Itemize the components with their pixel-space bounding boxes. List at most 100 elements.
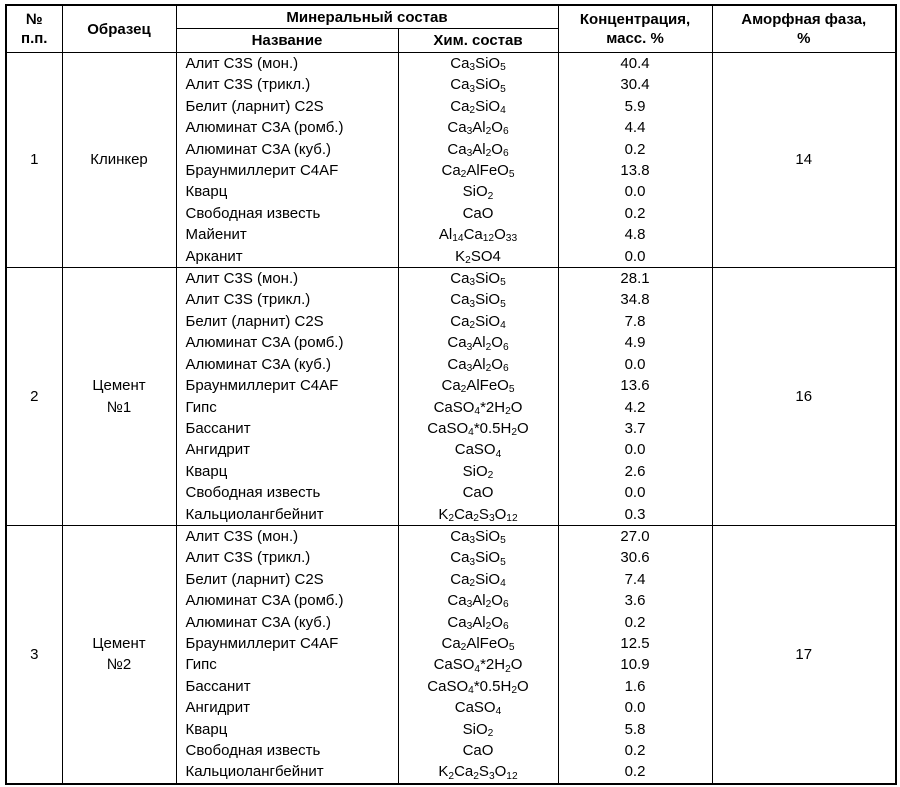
chem-formula-cell: CaSO4	[397, 439, 559, 461]
mineral-name-cell: Алит C3S (мон.)	[175, 52, 399, 75]
concentration-cell: 30.4	[557, 74, 713, 96]
concentration-cell: 10.9	[557, 654, 713, 676]
header-name-subcolumn: Название	[175, 28, 399, 53]
concentration-cell: 4.2	[557, 396, 713, 418]
chem-formula-cell: Ca2AlFeO5	[397, 160, 559, 182]
row-number-cell: 2	[5, 267, 63, 526]
mineral-name-cell: Алюминат C3A (ромб.)	[175, 590, 399, 612]
mineral-name-cell: Кварц	[175, 718, 399, 740]
chem-formula-cell: SiO2	[397, 718, 559, 740]
table-row: Ангидрит CaSO4 0.0	[6, 697, 896, 719]
chem-formula-cell: Ca2AlFeO5	[397, 375, 559, 397]
table-row: Кварц SiO2 5.8	[6, 718, 896, 740]
table-row: Браунмиллерит C4AF Ca2AlFeO5 12.5	[6, 632, 896, 655]
sample-cell: Клинкер	[61, 51, 177, 268]
concentration-cell: 12.5	[557, 632, 713, 655]
mineral-name-cell: Ангидрит	[175, 439, 399, 461]
chem-formula-cell: Ca3Al2O6	[397, 138, 559, 161]
table-row: Белит (ларнит) C2S Ca2SiO4 7.4	[6, 568, 896, 591]
table-row: Гипс CaSO4*2H2O 4.2	[6, 396, 896, 418]
chem-formula-cell: K2Ca2S3O12	[397, 503, 559, 526]
mineral-name-cell: Свободная известь	[175, 202, 399, 225]
chem-formula-cell: Ca3Al2O6	[397, 117, 559, 139]
table-row: Алит C3S (трикл.) Ca3SiO5 34.8	[6, 289, 896, 311]
chem-formula-cell: Ca2AlFeO5	[397, 632, 559, 655]
chem-formula-cell: Ca3SiO5	[397, 52, 559, 75]
concentration-cell: 0.0	[557, 245, 713, 268]
chem-formula-cell: Ca3SiO5	[397, 547, 559, 569]
concentration-cell: 13.6	[557, 375, 713, 397]
concentration-cell: 7.4	[557, 568, 713, 591]
mineral-name-cell: Белит (ларнит) C2S	[175, 568, 399, 591]
chem-formula-cell: K2Ca2S3O12	[397, 761, 559, 784]
concentration-cell: 7.8	[557, 310, 713, 333]
table-row: Кальциолангбейнит K2Ca2S3O12 0.2	[6, 761, 896, 784]
sample-cell: Цемент №1	[61, 267, 177, 526]
table-row: Алит C3S (трикл.) Ca3SiO5 30.4	[6, 74, 896, 96]
table-row: Алюминат C3A (ромб.) Ca3Al2O6 4.9	[6, 332, 896, 354]
mineral-name-cell: Кальциолангбейнит	[175, 503, 399, 526]
table-row: Свободная известь CaO 0.0	[6, 482, 896, 504]
mineral-name-cell: Браунмиллерит C4AF	[175, 375, 399, 397]
mineral-name-cell: Свободная известь	[175, 740, 399, 762]
chem-formula-cell: CaO	[397, 202, 559, 225]
concentration-cell: 4.9	[557, 332, 713, 354]
chem-formula-cell: CaSO4*2H2O	[397, 396, 559, 418]
chem-formula-cell: Ca2SiO4	[397, 310, 559, 333]
concentration-cell: 0.0	[557, 181, 713, 203]
concentration-cell: 30.6	[557, 547, 713, 569]
chem-formula-cell: Ca3Al2O6	[397, 611, 559, 633]
table-row: Бассанит CaSO4*0.5H2O 3.7	[6, 417, 896, 440]
mineral-name-cell: Белит (ларнит) C2S	[175, 95, 399, 118]
concentration-cell: 34.8	[557, 289, 713, 311]
concentration-cell: 5.9	[557, 95, 713, 118]
chem-formula-cell: CaO	[397, 740, 559, 762]
mineral-name-cell: Арканит	[175, 245, 399, 268]
row-number-cell: 3	[5, 524, 63, 784]
table-row: Браунмиллерит C4AF Ca2AlFeO5 13.6	[6, 375, 896, 397]
mineral-composition-table: № п.п. Образец Минеральный состав Концен…	[5, 4, 898, 785]
mineral-name-cell: Бассанит	[175, 417, 399, 440]
concentration-cell: 0.3	[557, 503, 713, 526]
concentration-cell: 3.6	[557, 590, 713, 612]
chem-formula-cell: Ca3SiO5	[397, 267, 559, 290]
mineral-name-cell: Бассанит	[175, 675, 399, 698]
concentration-cell: 0.0	[557, 697, 713, 719]
table-row: Кальциолангбейнит K2Ca2S3O12 0.3	[6, 503, 896, 526]
concentration-cell: 0.0	[557, 482, 713, 504]
mineral-name-cell: Алюминат C3A (куб.)	[175, 138, 399, 161]
table-row: Алюминат C3A (куб.) Ca3Al2O6 0.2	[6, 611, 896, 633]
chem-formula-cell: K2SO4	[397, 245, 559, 268]
table-row: Кварц SiO2 0.0	[6, 181, 896, 203]
table-row: Алюминат C3A (ромб.) Ca3Al2O6 3.6	[6, 590, 896, 612]
mineral-name-cell: Алит C3S (мон.)	[175, 524, 399, 548]
concentration-cell: 0.2	[557, 761, 713, 784]
table-row: Свободная известь CaO 0.2	[6, 202, 896, 225]
concentration-cell: 0.2	[557, 138, 713, 161]
table-row: Белит (ларнит) C2S Ca2SiO4 5.9	[6, 95, 896, 118]
table-row: Алюминат C3A (куб.) Ca3Al2O6 0.0	[6, 353, 896, 376]
mineral-name-cell: Браунмиллерит C4AF	[175, 160, 399, 182]
mineral-name-cell: Алюминат C3A (ромб.)	[175, 332, 399, 354]
table-row: 2 Цемент №1 Алит C3S (мон.) Ca3SiO5 28.1 16	[5, 267, 897, 526]
chem-formula-cell: CaSO4*0.5H2O	[397, 417, 559, 440]
concentration-cell: 2.6	[557, 460, 713, 483]
chem-formula-cell: Ca2SiO4	[397, 95, 559, 118]
mineral-name-cell: Алит C3S (трикл.)	[175, 547, 399, 569]
concentration-cell: 5.8	[557, 718, 713, 740]
chem-formula-cell: Ca2SiO4	[397, 568, 559, 591]
chem-formula-cell: Ca3SiO5	[397, 74, 559, 96]
mineral-name-cell: Алит C3S (мон.)	[175, 267, 399, 290]
concentration-cell: 0.2	[557, 611, 713, 633]
table-row: Браунмиллерит C4AF Ca2AlFeO5 13.8	[6, 160, 896, 182]
chem-formula-cell: CaSO4*0.5H2O	[397, 675, 559, 698]
concentration-cell: 0.2	[557, 202, 713, 225]
mineral-name-cell: Алюминат C3A (куб.)	[175, 353, 399, 376]
mineral-name-cell: Алюминат C3A (ромб.)	[175, 117, 399, 139]
chem-formula-cell: Ca3SiO5	[397, 524, 559, 548]
table-row: Белит (ларнит) C2S Ca2SiO4 7.8	[6, 310, 896, 333]
chem-formula-cell: SiO2	[397, 460, 559, 483]
mineral-name-cell: Алит C3S (трикл.)	[175, 74, 399, 96]
concentration-cell: 0.0	[557, 439, 713, 461]
concentration-cell: 0.0	[557, 353, 713, 376]
